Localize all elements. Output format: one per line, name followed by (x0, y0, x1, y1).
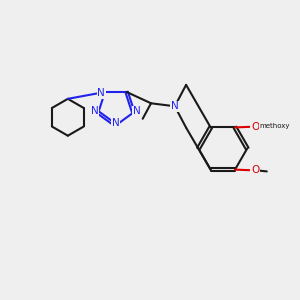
Text: N: N (171, 101, 179, 111)
Text: O: O (251, 165, 259, 175)
Text: O: O (251, 122, 259, 132)
Text: N: N (91, 106, 99, 116)
Text: N: N (97, 88, 105, 98)
Text: methoxy: methoxy (259, 123, 290, 129)
Text: N: N (133, 106, 141, 116)
Text: N: N (112, 118, 120, 128)
